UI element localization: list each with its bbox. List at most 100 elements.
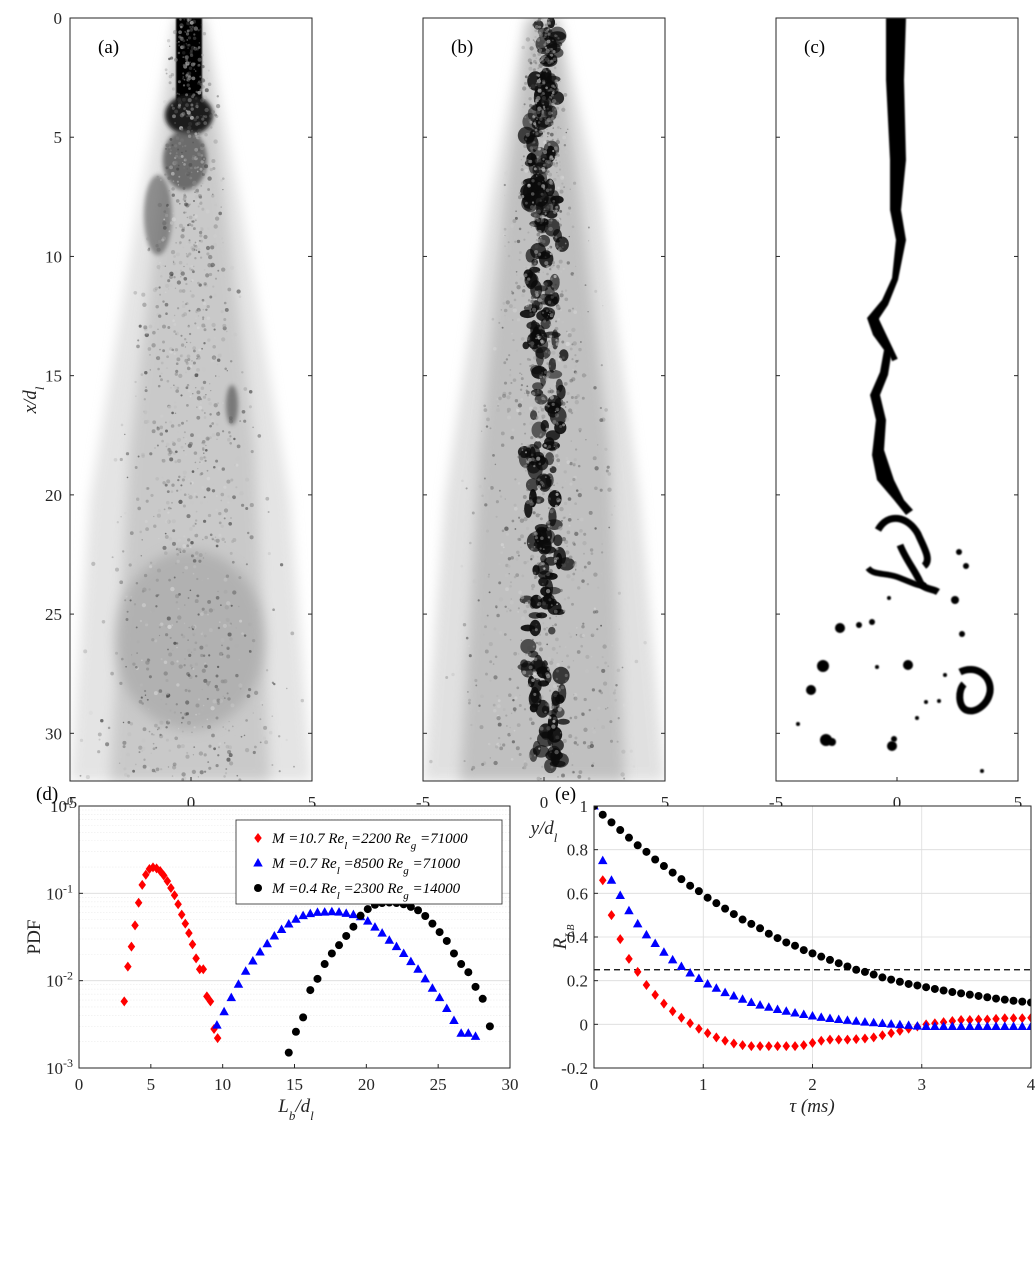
spray-droplet (539, 513, 541, 516)
spray-droplet (194, 555, 197, 558)
spray-droplet (523, 275, 526, 278)
spray-droplet (538, 747, 541, 750)
spray-droplet (200, 146, 205, 151)
data-point-triangle (377, 928, 387, 937)
spray-droplet (186, 171, 191, 176)
spray-droplet (171, 187, 175, 191)
spray-droplet (202, 380, 207, 385)
spray-droplet (552, 84, 555, 87)
spray-droplet (481, 762, 485, 766)
spray-droplet (555, 161, 559, 165)
spray-droplet (192, 270, 195, 274)
spray-droplet (531, 587, 534, 591)
spray-droplet (220, 524, 224, 528)
spray-droplet (558, 21, 561, 23)
spray-droplet (178, 499, 183, 505)
spray-droplet (429, 759, 433, 764)
spray-droplet (221, 237, 224, 240)
ytick-label-e: -0.2 (561, 1059, 588, 1078)
spray-droplet (487, 742, 491, 746)
spray-droplet (558, 223, 562, 227)
spray-droplet (193, 33, 196, 36)
spray-droplet (550, 117, 555, 121)
spray-droplet (167, 176, 171, 180)
spray-droplet (512, 319, 514, 321)
spray-droplet (530, 108, 533, 112)
ylabel-d: PDF (24, 920, 45, 955)
spray-droplet (207, 577, 209, 580)
spray-droplet (583, 697, 587, 702)
spray-droplet (165, 283, 170, 288)
spray-droplet (157, 728, 159, 731)
spray-droplet (197, 29, 200, 32)
spray-droplet (542, 81, 546, 85)
spray-droplet (182, 635, 186, 639)
spray-droplet (556, 490, 559, 493)
spray-droplet (228, 753, 233, 758)
spray-droplet (555, 320, 558, 323)
spray-droplet (138, 745, 143, 750)
spray-droplet (134, 466, 138, 469)
data-point-triangle (233, 979, 244, 988)
spray-droplet (171, 411, 174, 415)
spray-droplet (560, 175, 565, 180)
data-point-triangle (406, 956, 416, 966)
spray-droplet (186, 216, 189, 219)
spray-droplet (166, 442, 170, 447)
spray-droplet (145, 499, 149, 503)
spray-droplet (174, 270, 178, 274)
spray-droplet (531, 440, 533, 442)
spray-droplet (186, 366, 191, 371)
spray-droplet (533, 112, 538, 117)
spray-droplet (186, 72, 190, 76)
liquid-core (537, 680, 550, 687)
data-point-diamond (957, 1014, 965, 1025)
data-point-triangle (219, 1006, 229, 1016)
spray-droplet (186, 254, 190, 258)
xlabel-e: τ (ms) (789, 1096, 834, 1117)
spray-droplet (525, 469, 527, 472)
ytick-label-d: 10-1 (46, 881, 73, 903)
spray-droplet (192, 93, 196, 97)
spray-droplet (498, 562, 501, 566)
spray-droplet (221, 467, 225, 471)
spray-droplet (536, 218, 540, 223)
data-point-diamond (131, 920, 139, 931)
spray-droplet (187, 216, 189, 218)
spray-droplet (189, 395, 192, 398)
spray-droplet (515, 281, 518, 285)
spray-droplet (591, 764, 594, 768)
spray-droplet (547, 667, 550, 671)
spray-droplet (223, 508, 229, 513)
spray-droplet (537, 83, 542, 88)
spray-droplet (228, 419, 233, 424)
data-point-triangle (659, 947, 669, 956)
spray-droplet (539, 434, 542, 437)
spray-droplet (541, 299, 544, 302)
data-point-circle (843, 962, 852, 971)
spray-droplet (213, 328, 216, 331)
spray-droplet (600, 573, 602, 575)
spray-droplet (191, 294, 195, 298)
spray-droplet (530, 205, 535, 210)
spray-droplet (488, 591, 491, 594)
spray-droplet (550, 658, 554, 662)
spray-droplet (224, 541, 226, 543)
data-point-circle (869, 970, 878, 979)
spray-droplet (503, 381, 508, 385)
spray-droplet (156, 175, 159, 179)
spray-droplet (175, 389, 179, 393)
spray-droplet (190, 554, 194, 558)
spray-droplet (532, 53, 537, 58)
spray-droplet (534, 249, 539, 254)
spray-droplet (568, 632, 571, 635)
spray-droplet (572, 477, 576, 482)
spray-droplet (132, 662, 136, 666)
spray-droplet (200, 386, 205, 391)
spray-droplet (200, 612, 204, 616)
spray-droplet (177, 538, 182, 542)
liquid-core (531, 421, 547, 439)
spray-droplet (564, 297, 569, 302)
liquid-core (533, 539, 551, 550)
spray-droplet (203, 519, 207, 523)
